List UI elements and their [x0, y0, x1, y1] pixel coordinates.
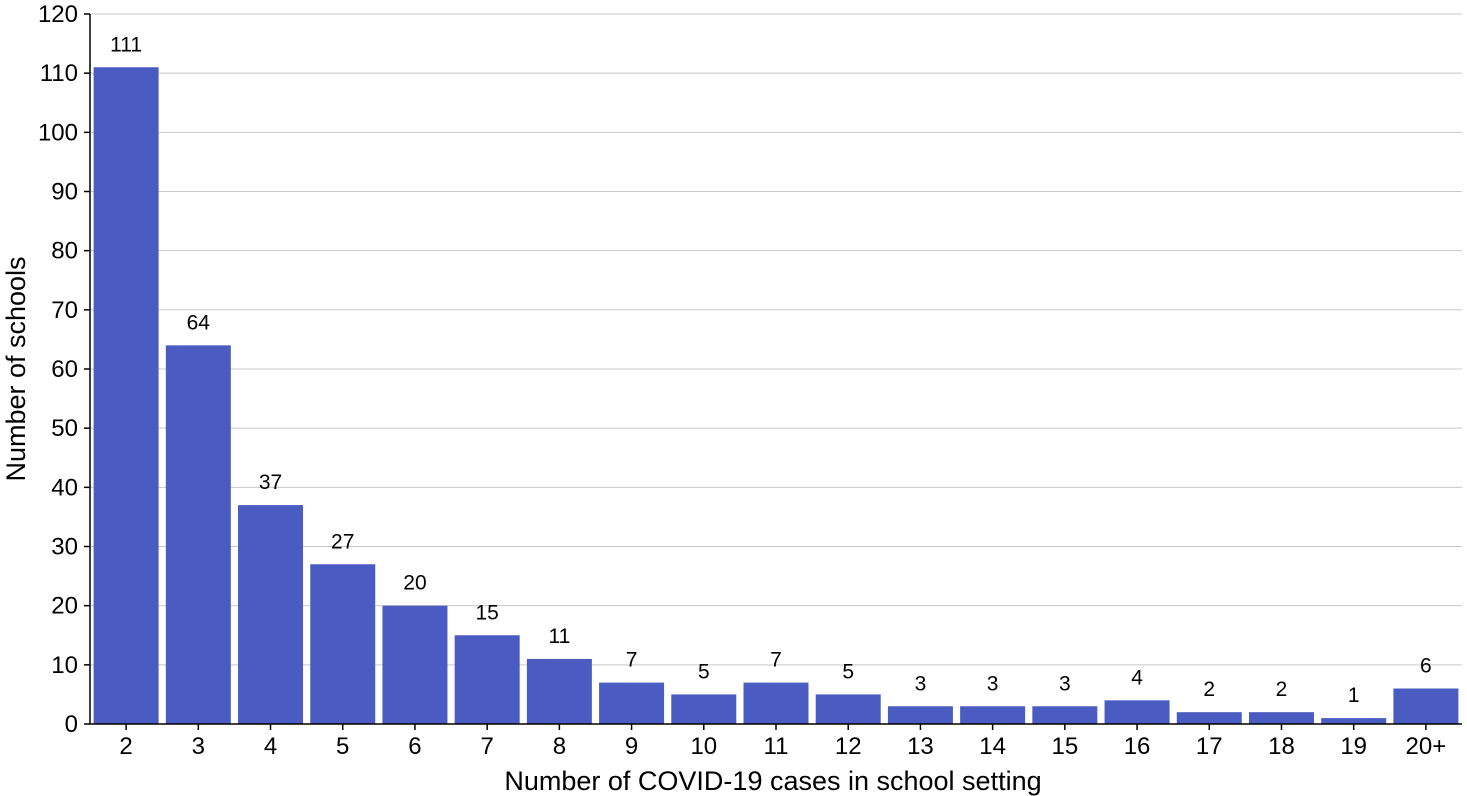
bar-value-label: 3 [1059, 672, 1071, 695]
bar [1321, 718, 1387, 724]
y-tick-label: 80 [51, 238, 78, 265]
bar [93, 67, 159, 724]
x-tick-label: 14 [979, 733, 1006, 760]
bar-value-label: 5 [698, 660, 710, 683]
y-tick-label: 90 [51, 179, 78, 206]
bar-value-label: 3 [915, 672, 927, 695]
bar-value-label: 1 [1348, 684, 1360, 707]
x-tick-label: 8 [553, 733, 566, 760]
bar-value-label: 20 [403, 572, 426, 595]
bar [960, 706, 1026, 724]
bar [671, 694, 737, 724]
axes [84, 13, 1462, 730]
x-tick-label: 3 [192, 733, 205, 760]
x-tick-label: 18 [1268, 733, 1295, 760]
bar [165, 345, 231, 724]
bar-value-label: 11 [548, 625, 570, 648]
x-tick-label: 17 [1196, 733, 1223, 760]
bar [1393, 688, 1459, 724]
x-tick-label: 7 [480, 733, 493, 760]
bar [887, 706, 953, 724]
y-tick-labels: 0 10 20 30 40 50 60 70 80 90 100 110 120 [38, 1, 78, 738]
y-tick-label: 20 [51, 593, 78, 620]
x-tick-label: 10 [690, 733, 717, 760]
x-tick-label: 2 [119, 733, 132, 760]
bar [743, 682, 809, 724]
y-tick-label: 70 [51, 297, 78, 324]
bar-value-label: 7 [626, 649, 638, 672]
bar [599, 682, 665, 724]
bar [382, 605, 448, 724]
y-tick-label: 10 [51, 652, 78, 679]
bar [815, 694, 881, 724]
x-tick-label: 12 [835, 733, 862, 760]
x-tick-label: 11 [764, 733, 789, 760]
bar [1248, 712, 1314, 724]
x-tick-label: 9 [625, 733, 638, 760]
y-tick-label: 30 [51, 534, 78, 561]
bar-value-label: 7 [770, 649, 782, 672]
y-tick-label: 0 [65, 711, 78, 738]
x-tick-labels: 2 3 4 5 6 7 8 9 10 11 12 13 14 15 16 17 18 19 20+ [119, 733, 1446, 760]
bar [238, 505, 304, 724]
bar-value-label: 37 [259, 471, 282, 494]
y-tick-label: 50 [51, 415, 78, 442]
bar-value-label: 2 [1276, 678, 1288, 701]
x-tick-label: 16 [1124, 733, 1151, 760]
x-axis-title: Number of COVID-19 cases in school setti… [504, 766, 1041, 796]
x-tick-label: 19 [1340, 733, 1367, 760]
bar-value-label: 64 [187, 311, 211, 334]
bar-value-label: 5 [842, 660, 854, 683]
bar [1104, 700, 1170, 724]
x-tick-label: 6 [408, 733, 421, 760]
x-tick-label: 15 [1051, 733, 1078, 760]
bar [310, 564, 376, 724]
x-tick-label: 4 [264, 733, 277, 760]
y-tick-label: 100 [38, 119, 78, 146]
bar-value-label: 111 [110, 33, 142, 56]
data-labels: 111 64 37 27 20 15 11 7 5 7 5 3 3 3 4 2 2 1 6 [110, 33, 1432, 707]
bar-value-label: 2 [1203, 678, 1215, 701]
bar-value-label: 15 [475, 601, 498, 624]
bar [526, 658, 592, 724]
x-tick-label: 13 [907, 733, 934, 760]
bar-value-label: 27 [331, 530, 354, 553]
bar-value-label: 3 [987, 672, 999, 695]
y-tick-label: 110 [40, 60, 78, 87]
bar [454, 635, 520, 724]
bar-value-label: 4 [1131, 666, 1143, 689]
y-axis-title: Number of schools [1, 256, 31, 481]
bars [93, 67, 1459, 724]
bar [1176, 712, 1242, 724]
bar [1032, 706, 1098, 724]
x-tick-label: 5 [336, 733, 349, 760]
y-tick-label: 60 [51, 356, 78, 383]
y-tick-label: 40 [51, 474, 78, 501]
bar-value-label: 6 [1420, 655, 1432, 678]
x-tick-label: 20+ [1406, 733, 1447, 760]
y-tick-label: 120 [38, 1, 78, 28]
